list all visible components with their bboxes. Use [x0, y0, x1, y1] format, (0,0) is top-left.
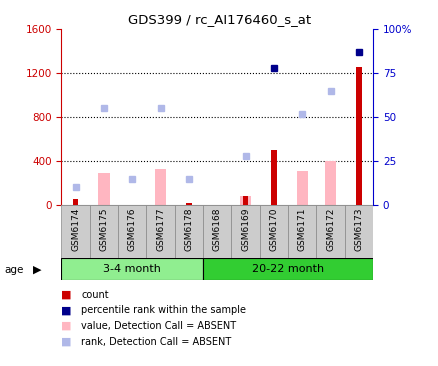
Text: GSM6175: GSM6175: [99, 208, 108, 251]
Text: percentile rank within the sample: percentile rank within the sample: [81, 305, 246, 315]
FancyBboxPatch shape: [259, 205, 287, 258]
Text: GSM6169: GSM6169: [240, 208, 250, 251]
Text: ▶: ▶: [33, 265, 41, 275]
Bar: [243, 196, 247, 205]
FancyBboxPatch shape: [231, 205, 259, 258]
Text: 20-22 month: 20-22 month: [251, 264, 324, 274]
Bar: [240, 196, 251, 205]
Bar: [73, 199, 78, 205]
Text: ■: ■: [61, 305, 72, 315]
FancyBboxPatch shape: [118, 205, 146, 258]
Text: GSM6173: GSM6173: [353, 208, 363, 251]
Text: count: count: [81, 290, 109, 300]
Text: GSM6176: GSM6176: [127, 208, 137, 251]
Text: 3-4 month: 3-4 month: [103, 264, 161, 274]
Text: ■: ■: [61, 321, 72, 331]
Bar: [324, 161, 336, 205]
Bar: [155, 169, 166, 205]
Bar: [203, 258, 372, 280]
Text: GSM6171: GSM6171: [297, 208, 306, 251]
Text: GSM6174: GSM6174: [71, 208, 80, 251]
Text: age: age: [4, 265, 24, 275]
Text: GSM6168: GSM6168: [212, 208, 221, 251]
FancyBboxPatch shape: [61, 205, 90, 258]
Text: GSM6177: GSM6177: [156, 208, 165, 251]
FancyBboxPatch shape: [90, 205, 118, 258]
Bar: [356, 67, 361, 205]
FancyBboxPatch shape: [203, 205, 231, 258]
Text: value, Detection Call = ABSENT: value, Detection Call = ABSENT: [81, 321, 236, 331]
Text: rank, Detection Call = ABSENT: rank, Detection Call = ABSENT: [81, 337, 231, 347]
Text: GSM6172: GSM6172: [325, 208, 334, 251]
Text: ■: ■: [61, 337, 72, 347]
FancyBboxPatch shape: [287, 205, 316, 258]
Text: ■: ■: [61, 290, 72, 300]
Bar: [296, 171, 307, 205]
Bar: [98, 173, 110, 205]
FancyBboxPatch shape: [174, 205, 203, 258]
FancyBboxPatch shape: [316, 205, 344, 258]
Text: GSM6178: GSM6178: [184, 208, 193, 251]
Text: GDS399 / rc_AI176460_s_at: GDS399 / rc_AI176460_s_at: [127, 13, 311, 26]
Bar: [186, 203, 191, 205]
Text: GSM6170: GSM6170: [269, 208, 278, 251]
FancyBboxPatch shape: [146, 205, 174, 258]
Bar: [61, 258, 203, 280]
Bar: [271, 150, 276, 205]
FancyBboxPatch shape: [344, 205, 372, 258]
